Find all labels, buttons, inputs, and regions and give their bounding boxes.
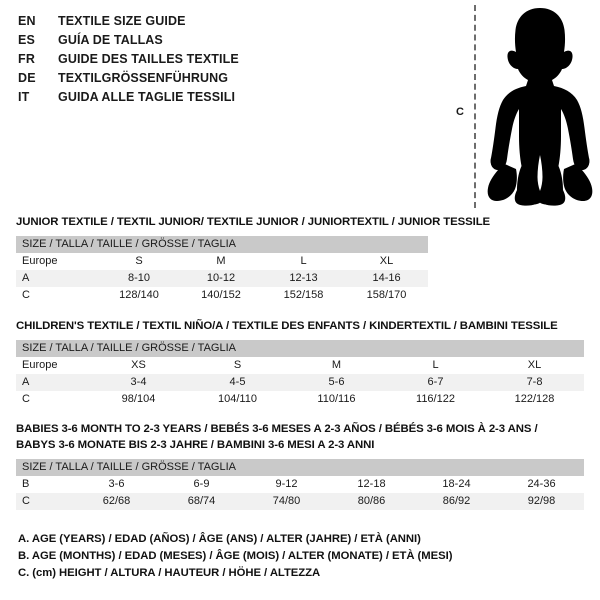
size-band-label-junior: SIZE / TALLA / TAILLE / GRÖSSE / TAGLIA [16,236,429,253]
row-label: B [16,476,74,493]
dashed-height-line-icon [474,5,476,208]
cell: 6-7 [386,374,485,391]
cell: 62/68 [74,493,159,510]
cell: 158/170 [345,287,429,304]
cell: 104/110 [188,391,287,408]
language-code-it: IT [18,90,30,104]
language-row-it: IT GUIDA ALLE TAGLIE TESSILI [18,88,438,107]
cell: 152/158 [262,287,345,304]
section-title-junior: JUNIOR TEXTILE / TEXTIL JUNIOR/ TEXTILE … [16,214,490,230]
legend-line-c: C. (cm) HEIGHT / ALTURA / HAUTEUR / HÖHE… [18,567,321,579]
cell: 12-13 [262,270,345,287]
cell: M [180,253,262,270]
cell: 98/104 [89,391,188,408]
cell: XL [345,253,429,270]
language-title-de: TEXTILGRÖSSENFÜHRUNG [58,71,229,85]
language-code-en: EN [18,14,36,28]
size-band-label-children: SIZE / TALLA / TAILLE / GRÖSSE / TAGLIA [16,340,585,357]
cell: 92/98 [499,493,585,510]
legend-line-b: B. AGE (MONTHS) / EDAD (MESES) / ÂGE (MO… [18,550,453,562]
cell: 3-4 [89,374,188,391]
cell: 8-10 [98,270,180,287]
section-title-babies-line2: BABYS 3-6 MONATE BIS 2-3 JAHRE / BAMBINI… [16,439,375,451]
cell: 128/140 [98,287,180,304]
row-label: C [16,391,89,408]
language-code-de: DE [18,71,36,85]
cell: 3-6 [74,476,159,493]
cell: 74/80 [244,493,329,510]
language-title-es: GUÍA DE TALLAS [58,33,163,47]
table-row: C 62/68 68/74 74/80 80/86 86/92 92/98 [16,493,585,510]
height-measure-label: C [456,106,464,118]
language-row-es: ES GUÍA DE TALLAS [18,31,438,50]
height-measure-figure: C [448,0,598,212]
cell: 6-9 [159,476,244,493]
size-table-babies: SIZE / TALLA / TAILLE / GRÖSSE / TAGLIA … [16,459,585,510]
cell: 68/74 [159,493,244,510]
table-row: A 3-4 4-5 5-6 6-7 7-8 [16,374,585,391]
cell: 110/116 [287,391,386,408]
table-row: A 8-10 10-12 12-13 14-16 [16,270,429,287]
cell: S [98,253,180,270]
row-label: Europe [16,357,89,374]
cell: 14-16 [345,270,429,287]
baby-silhouette-icon [487,8,593,206]
cell: 12-18 [329,476,414,493]
language-row-fr: FR GUIDE DES TAILLES TEXTILE [18,50,438,69]
section-title-babies-line1: BABIES 3-6 MONTH TO 2-3 YEARS / BEBÉS 3-… [16,423,538,435]
row-label: C [16,493,74,510]
size-table-children: SIZE / TALLA / TAILLE / GRÖSSE / TAGLIA … [16,340,585,408]
row-label: A [16,270,98,287]
language-row-de: DE TEXTILGRÖSSENFÜHRUNG [18,69,438,88]
cell: 7-8 [485,374,585,391]
cell: 116/122 [386,391,485,408]
cell: L [262,253,345,270]
language-title-fr: GUIDE DES TAILLES TEXTILE [58,52,239,66]
cell: 9-12 [244,476,329,493]
table-band-row: SIZE / TALLA / TAILLE / GRÖSSE / TAGLIA [16,236,429,253]
section-title-babies: BABIES 3-6 MONTH TO 2-3 YEARS / BEBÉS 3-… [16,421,584,453]
table-band-row: SIZE / TALLA / TAILLE / GRÖSSE / TAGLIA [16,459,585,476]
legend-block: A. AGE (YEARS) / EDAD (AÑOS) / ÂGE (ANS)… [18,531,538,582]
row-label: A [16,374,89,391]
size-band-label-babies: SIZE / TALLA / TAILLE / GRÖSSE / TAGLIA [16,459,585,476]
section-babies: BABIES 3-6 MONTH TO 2-3 YEARS / BEBÉS 3-… [16,421,585,510]
cell: XL [485,357,585,374]
cell: 18-24 [414,476,499,493]
cell: M [287,357,386,374]
table-row: Europe S M L XL [16,253,429,270]
cell: XS [89,357,188,374]
cell: L [386,357,485,374]
cell: 24-36 [499,476,585,493]
cell: S [188,357,287,374]
table-band-row: SIZE / TALLA / TAILLE / GRÖSSE / TAGLIA [16,340,585,357]
section-title-children: CHILDREN'S TEXTILE / TEXTIL NIÑO/A / TEX… [16,318,584,334]
cell: 10-12 [180,270,262,287]
table-row: C 98/104 104/110 110/116 116/122 122/128 [16,391,585,408]
size-table-junior: SIZE / TALLA / TAILLE / GRÖSSE / TAGLIA … [16,236,429,304]
section-title-junior-line1: JUNIOR TEXTILE / TEXTIL JUNIOR/ TEXTILE … [16,216,491,228]
table-row: Europe XS S M L XL [16,357,585,374]
language-title-it: GUIDA ALLE TAGLIE TESSILI [58,90,236,104]
cell: 86/92 [414,493,499,510]
row-label: Europe [16,253,98,270]
cell: 140/152 [180,287,262,304]
section-children: CHILDREN'S TEXTILE / TEXTIL NIÑO/A / TEX… [16,318,585,408]
cell: 80/86 [329,493,414,510]
row-label: C [16,287,98,304]
language-row-en: EN TEXTILE SIZE GUIDE [18,12,438,31]
language-code-fr: FR [18,52,36,66]
cell: 5-6 [287,374,386,391]
legend-line-a: A. AGE (YEARS) / EDAD (AÑOS) / ÂGE (ANS)… [18,533,421,545]
section-junior: JUNIOR TEXTILE / TEXTIL JUNIOR/ TEXTILE … [16,214,490,304]
language-title-block: EN TEXTILE SIZE GUIDE ES GUÍA DE TALLAS … [18,12,438,107]
table-row: C 128/140 140/152 152/158 158/170 [16,287,429,304]
table-row: B 3-6 6-9 9-12 12-18 18-24 24-36 [16,476,585,493]
cell: 4-5 [188,374,287,391]
section-title-children-line1: CHILDREN'S TEXTILE / TEXTIL NIÑO/A / TEX… [16,320,558,332]
language-code-es: ES [18,33,36,47]
cell: 122/128 [485,391,585,408]
language-title-en: TEXTILE SIZE GUIDE [58,14,186,28]
